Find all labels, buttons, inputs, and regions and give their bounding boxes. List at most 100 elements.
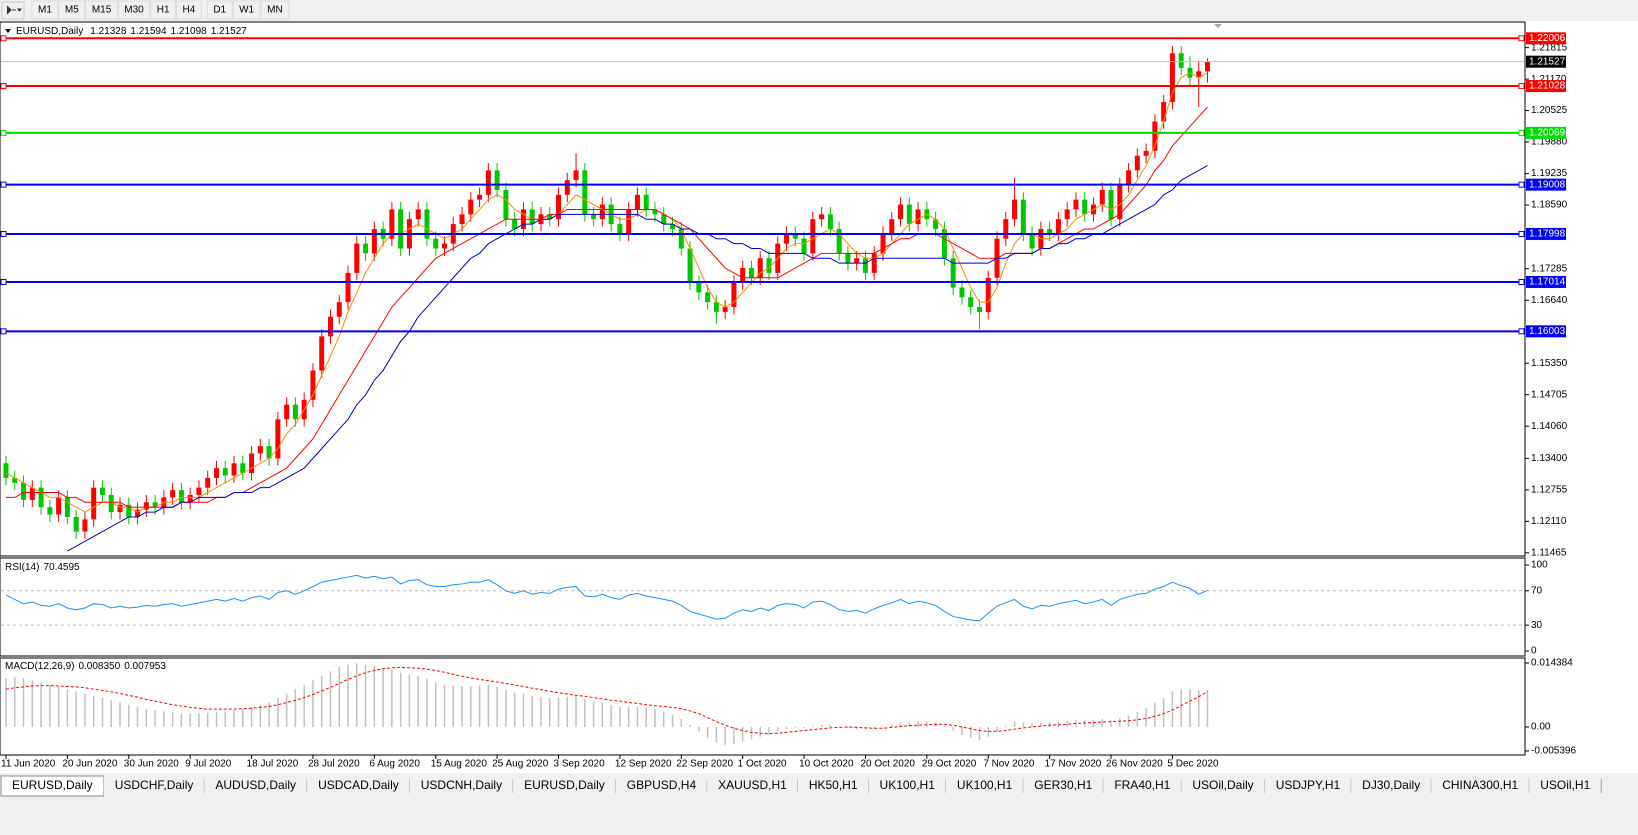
level-anchor: [1518, 35, 1525, 42]
tab-bg: [1529, 776, 1602, 796]
timeframe-button[interactable]: M5: [58, 0, 86, 20]
candle-body: [968, 297, 974, 308]
tab-bg: [1023, 776, 1104, 796]
y-tick-label: 1.19880: [1531, 137, 1568, 148]
candle-body: [819, 214, 825, 220]
symbol-tab[interactable]: USDCHF,Daily: [103, 776, 205, 796]
candle-body: [801, 238, 807, 254]
symbol-tab[interactable]: USDCAD,Daily: [307, 776, 411, 796]
tab-bg: [513, 776, 616, 796]
candle-body: [950, 258, 956, 288]
timeframe-button[interactable]: D1: [206, 0, 233, 20]
candle-body: [38, 487, 44, 508]
tab-label: USDJPY,H1: [1276, 778, 1341, 792]
candle-body: [12, 477, 18, 483]
level-label-bg: [1526, 126, 1566, 139]
timeframe-label: M1: [38, 5, 52, 16]
symbol-tab[interactable]: GBPUSD,H4: [615, 776, 708, 796]
candle-body: [722, 307, 728, 312]
candle-body: [108, 494, 114, 513]
symbol-tab[interactable]: EURUSD,Daily: [0, 775, 105, 797]
timeframe-bg: [206, 0, 233, 20]
y-tick-label: 30: [1531, 620, 1543, 631]
timeframe-button[interactable]: M30: [117, 0, 151, 20]
tab-bg: [103, 776, 205, 796]
x-tick-label: 20 Oct 2020: [860, 759, 915, 770]
candle-body: [915, 209, 921, 225]
candle-body: [1099, 189, 1105, 205]
macd-panel: [0, 657, 1526, 756]
level-anchor: [1518, 181, 1525, 188]
candle-body: [889, 219, 895, 234]
tab-bg: [307, 776, 410, 796]
candle-body: [442, 243, 447, 249]
timeframe-label: D1: [213, 5, 226, 16]
level-label: 1.19008: [1529, 179, 1566, 190]
candle-body: [29, 487, 35, 500]
timeframe-label: H1: [157, 5, 170, 16]
candle-body: [503, 189, 509, 220]
y-tick-label: 70: [1531, 585, 1543, 596]
symbol-tab[interactable]: EURUSD,Daily: [513, 776, 617, 796]
candle-body: [959, 287, 965, 298]
symbol-tab[interactable]: USDCNH,Daily: [409, 776, 514, 796]
tab-label: USOil,H1: [1540, 778, 1590, 792]
symbol-tab[interactable]: HK50,H1: [797, 776, 870, 796]
candle-body: [363, 243, 369, 254]
candle-body: [652, 209, 658, 215]
high-value: 1.21594: [130, 26, 167, 37]
chart-menu-icon: [6, 5, 22, 15]
symbol-tab[interactable]: UK100,H1: [945, 776, 1024, 796]
tab-label: HK50,H1: [809, 778, 858, 792]
candle-body: [82, 519, 88, 532]
level-anchor: [0, 278, 7, 285]
symbol-tab[interactable]: GER30,H1: [1023, 776, 1104, 796]
candle-body: [1117, 185, 1123, 220]
candle-body: [599, 204, 605, 220]
candle-body: [696, 282, 702, 293]
timeframe-button[interactable]: H1: [150, 0, 177, 20]
macd-signal-line: [5, 666, 1208, 735]
symbol-tab[interactable]: FRA40,H1: [1103, 776, 1182, 796]
candle-body: [468, 199, 474, 215]
symbol-tab[interactable]: USOil,H1: [1529, 776, 1602, 796]
candle-body: [275, 419, 281, 459]
timeframe-button[interactable]: MN: [260, 0, 290, 20]
open-value: 1.21328: [90, 26, 127, 37]
candle-body: [3, 463, 9, 478]
y-tick-label: 0: [1531, 646, 1537, 657]
candle-body: [1029, 233, 1035, 249]
candle-body: [670, 224, 676, 229]
candle-body: [345, 272, 351, 303]
tab-bg: [707, 776, 798, 796]
level-label-bg: [1526, 325, 1566, 338]
candle-body: [240, 463, 246, 474]
timeframe-button[interactable]: M1: [31, 0, 59, 20]
timeframe-button[interactable]: H4: [176, 0, 202, 20]
symbol-tab[interactable]: CHINA300,H1: [1431, 776, 1530, 796]
candle-body: [389, 209, 395, 239]
x-tick-label: 28 Jul 2020: [308, 759, 360, 770]
candle-body: [135, 509, 141, 517]
collapse-arrow[interactable]: [5, 29, 11, 33]
timeframe-label: M30: [124, 5, 144, 16]
x-tick-label: 26 Nov 2020: [1106, 759, 1163, 770]
level-label-bg: [1526, 275, 1566, 288]
symbol-tab[interactable]: XAUUSD,H1: [707, 776, 799, 796]
timeframe-button[interactable]: W1: [232, 0, 261, 20]
candle-body: [310, 370, 316, 400]
symbol-tab[interactable]: AUDUSD,Daily: [204, 776, 308, 796]
timeframe-bg: [85, 0, 118, 20]
symbol-tab[interactable]: DJ30,Daily: [1351, 776, 1432, 796]
timeframe-button[interactable]: M15: [85, 0, 118, 20]
symbol-tab[interactable]: USOil,Daily: [1181, 776, 1266, 796]
symbol-tab[interactable]: USDJPY,H1: [1264, 776, 1352, 796]
timeframe-bg: [31, 0, 59, 20]
tab-label: EURUSD,Daily: [12, 778, 93, 792]
candle-body: [582, 170, 588, 215]
moving-average-line: [6, 106, 1208, 508]
symbol-tab[interactable]: UK100,H1: [868, 776, 947, 796]
candle-body: [371, 228, 377, 254]
candle-body: [547, 214, 553, 220]
candle-body: [705, 292, 711, 303]
